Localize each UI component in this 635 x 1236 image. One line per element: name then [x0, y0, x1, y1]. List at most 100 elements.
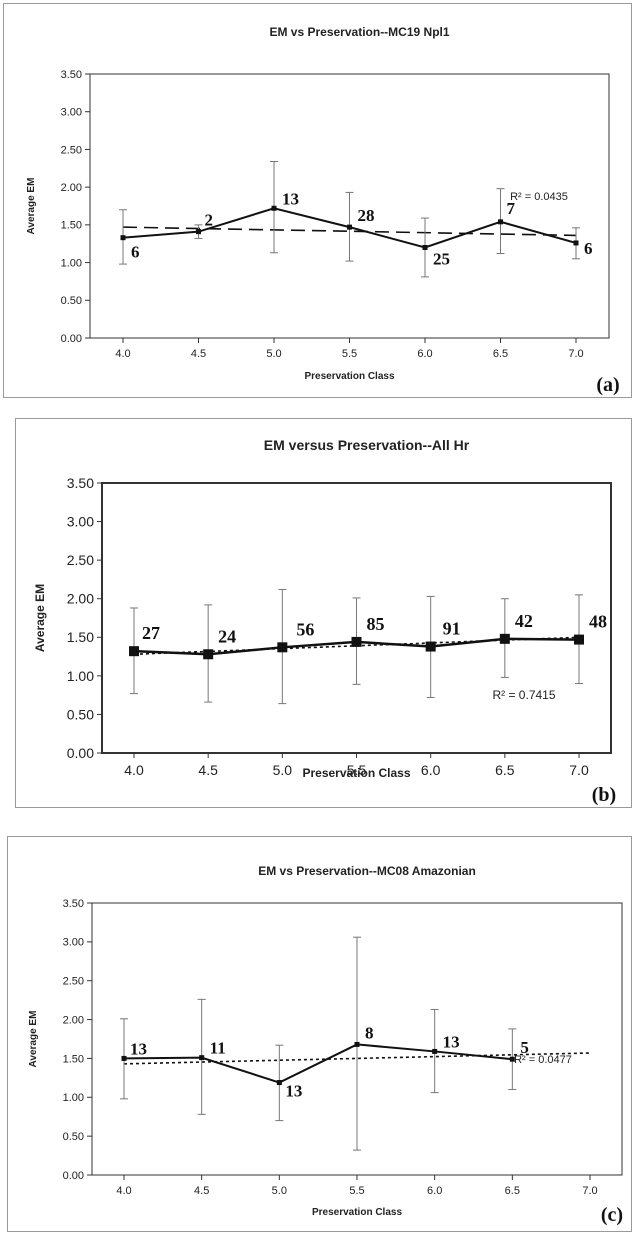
x-tick-label: 6.5 — [495, 762, 515, 778]
data-label: 13 — [282, 189, 299, 208]
data-point — [574, 634, 584, 645]
data-label: 7 — [507, 199, 516, 218]
y-tick-label: 3.50 — [67, 475, 94, 491]
data-label: 85 — [367, 614, 385, 634]
data-label: 6 — [131, 243, 140, 262]
data-point — [573, 240, 579, 246]
x-tick-label: 4.0 — [116, 1185, 131, 1197]
data-label: 91 — [443, 619, 461, 639]
y-tick-label: 0.50 — [63, 1131, 84, 1143]
y-tick-label: 2.50 — [67, 552, 94, 568]
y-tick-label: 2.00 — [63, 1014, 84, 1026]
x-tick-label: 5.5 — [349, 1185, 364, 1197]
data-point — [271, 205, 277, 211]
data-point — [277, 642, 288, 653]
data-label: 56 — [296, 619, 314, 639]
y-tick-label: 0.50 — [61, 295, 82, 307]
y-tick-label: 1.00 — [67, 668, 94, 684]
x-tick-label: 7.0 — [582, 1185, 597, 1197]
y-tick-label: 1.50 — [61, 220, 82, 232]
data-point — [199, 1055, 205, 1061]
data-label: 24 — [218, 626, 236, 646]
data-label: 2 — [205, 211, 214, 230]
y-tick-label: 2.50 — [63, 976, 84, 988]
y-tick-label: 2.00 — [61, 182, 82, 194]
x-tick-label: 6.0 — [417, 348, 432, 360]
y-tick-label: 0.50 — [67, 706, 94, 722]
y-axis-title: Average EM — [33, 584, 47, 652]
r-squared-label: R² = 0.0435 — [510, 191, 568, 203]
data-point — [129, 646, 139, 657]
x-tick-label: 6.0 — [421, 762, 441, 778]
y-tick-label: 3.00 — [67, 513, 94, 529]
x-tick-label: 4.0 — [124, 762, 144, 778]
x-tick-label: 5.0 — [272, 1185, 287, 1197]
chart-panel-b: EM versus Preservation--All Hr 0.00 0.50 1.… — [15, 418, 632, 808]
y-axis-title: Average EM — [26, 178, 37, 235]
data-point — [425, 641, 436, 652]
y-tick-label: 0.00 — [61, 333, 82, 345]
data-label: 13 — [130, 1039, 147, 1058]
data-point — [203, 649, 214, 660]
data-point — [422, 244, 428, 250]
x-tick-label: 4.5 — [194, 1185, 209, 1197]
y-axis-title: Average EM — [28, 1011, 39, 1068]
x-tick-label: 7.0 — [568, 348, 583, 360]
x-tick-label: 6.5 — [505, 1185, 520, 1197]
y-tick-label: 3.50 — [61, 69, 82, 81]
data-point — [351, 636, 362, 647]
y-tick-label: 3.00 — [61, 107, 82, 119]
y-tick-label: 1.00 — [63, 1092, 84, 1104]
chart-panel-c: EM vs Preservation--MC08 Amazonian 0.00 0.… — [7, 836, 632, 1232]
data-label: 13 — [285, 1082, 302, 1101]
chart-a: EM vs Preservation--MC19 Npl1 0.00 0.50 1.0… — [26, 25, 620, 396]
y-tick-label: 0.00 — [63, 1170, 84, 1182]
panel-label: (c) — [601, 1204, 623, 1226]
panel-label: (a) — [596, 374, 619, 396]
data-label: 8 — [365, 1023, 374, 1042]
y-tick-label: 1.50 — [67, 629, 94, 645]
y-tick-label: 3.50 — [63, 898, 84, 910]
data-label: 6 — [584, 239, 593, 258]
data-label: 42 — [515, 611, 533, 631]
x-tick-label: 5.0 — [266, 348, 281, 360]
x-axis-title: Preservation Class — [312, 1207, 402, 1218]
data-label: 48 — [589, 612, 607, 632]
data-point — [120, 235, 126, 241]
data-line — [123, 1043, 513, 1084]
x-tick-label: 5.0 — [273, 762, 293, 778]
data-label: 28 — [358, 206, 375, 225]
chart-title: EM vs Preservation--MC08 Amazonian — [258, 864, 476, 878]
chart-title: EM versus Preservation--All Hr — [264, 437, 470, 453]
x-tick-label: 6.0 — [427, 1185, 442, 1197]
x-axis-title: Preservation Class — [304, 371, 394, 382]
data-label: 13 — [443, 1032, 460, 1051]
data-point — [121, 1055, 127, 1061]
data-label: 25 — [433, 249, 450, 268]
y-tick-label: 2.50 — [61, 144, 82, 156]
x-tick-label: 6.5 — [493, 348, 508, 360]
x-tick-label: 4.0 — [115, 348, 130, 360]
chart-panel-a: EM vs Preservation--MC19 Npl1 0.00 0.50 1.0… — [3, 3, 632, 398]
x-tick-label: 4.5 — [198, 762, 218, 778]
panel-label: (b) — [592, 784, 616, 806]
data-label: 27 — [142, 623, 160, 643]
y-tick-label: 1.00 — [61, 257, 82, 269]
chart-c: EM vs Preservation--MC08 Amazonian 0.00 0.… — [28, 864, 623, 1226]
data-label: 5 — [520, 1038, 529, 1057]
data-label: 11 — [210, 1039, 226, 1058]
chart-b: EM versus Preservation--All Hr 0.00 0.50 1.… — [33, 437, 616, 806]
y-tick-label: 1.50 — [63, 1053, 84, 1065]
data-point — [509, 1056, 515, 1062]
data-point — [354, 1041, 360, 1047]
x-tick-label: 5.5 — [342, 348, 357, 360]
chart-title: EM vs Preservation--MC19 Npl1 — [269, 25, 449, 39]
x-tick-label: 7.0 — [569, 762, 589, 778]
y-tick-label: 3.00 — [63, 937, 84, 949]
y-tick-label: 0.00 — [67, 745, 94, 761]
data-point — [276, 1080, 282, 1086]
data-point — [196, 229, 201, 235]
data-point — [347, 224, 352, 230]
data-point — [432, 1048, 438, 1054]
r-squared-label: R² = 0.7415 — [492, 688, 555, 702]
